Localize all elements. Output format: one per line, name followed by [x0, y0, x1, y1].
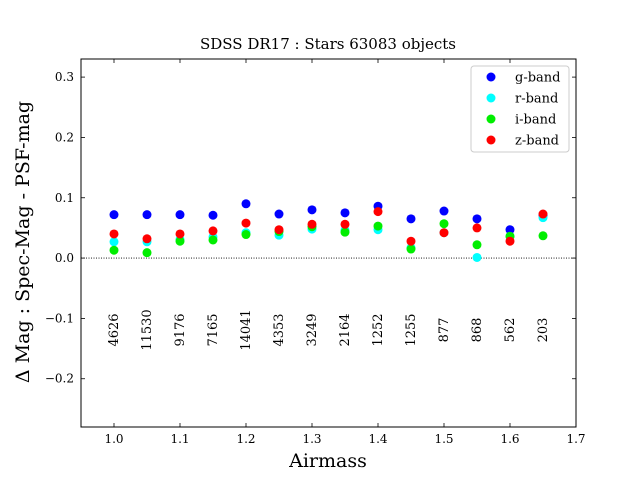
g-band-point	[340, 208, 350, 218]
z-band-point	[505, 236, 515, 246]
axes-frame	[80, 58, 577, 428]
y-tick-label: −0.2	[45, 372, 74, 386]
legend: g-band r-band i-band z-band	[470, 65, 570, 153]
z-band-point	[241, 218, 251, 228]
z-band-point	[406, 236, 416, 246]
x-tick-label: 1.5	[434, 432, 453, 446]
chart-title: SDSS DR17 : Stars 63083 objects	[200, 35, 456, 53]
x-tick-label: 1.2	[236, 432, 255, 446]
i-band-point	[472, 240, 482, 250]
z-band-point	[472, 223, 482, 233]
y-tick-label: 0.2	[55, 130, 74, 144]
legend-marker	[486, 93, 496, 103]
z-band-point	[307, 219, 317, 229]
count-label: 4626	[107, 313, 122, 346]
g-band-point	[439, 206, 449, 216]
count-label: 877	[437, 318, 452, 343]
count-label: 1255	[404, 313, 419, 346]
x-tick-label: 1.3	[302, 432, 321, 446]
x-tick-label: 1.4	[368, 432, 387, 446]
z-band-point	[340, 219, 350, 229]
i-band-point	[208, 235, 218, 245]
g-band-point	[505, 225, 515, 235]
count-label: 562	[503, 318, 518, 343]
i-band-point	[406, 244, 416, 254]
z-band-point	[439, 228, 449, 238]
g-band-point	[109, 210, 119, 220]
g-band-point	[241, 199, 251, 209]
x-tick-label: 1.7	[566, 432, 585, 446]
i-band-point	[142, 248, 152, 258]
g-band-point	[175, 210, 185, 220]
count-label: 3249	[305, 313, 320, 346]
i-band-point	[241, 230, 251, 240]
i-band-point	[439, 219, 449, 229]
z-band-point	[109, 229, 119, 239]
r-band-point	[109, 237, 119, 247]
x-tick-label: 1.6	[500, 432, 519, 446]
i-band-point	[175, 236, 185, 246]
y-axis-label: Δ Mag : Spec-Mag - PSF-mag	[12, 101, 34, 383]
count-label: 14041	[239, 309, 254, 350]
i-band-point	[373, 221, 383, 231]
count-label: 11530	[140, 309, 155, 350]
g-band-point	[406, 214, 416, 224]
z-band-point	[208, 226, 218, 236]
count-label: 1252	[371, 313, 386, 346]
r-band-point	[472, 252, 482, 262]
y-tick-label: 0.3	[55, 70, 74, 84]
y-tick-label: −0.1	[45, 311, 74, 325]
legend-box	[470, 65, 570, 153]
g-band-point	[208, 210, 218, 220]
z-band-point	[538, 209, 548, 219]
legend-marker	[486, 72, 496, 82]
x-axis-label: Airmass	[288, 450, 367, 472]
legend-label: g-band	[515, 71, 560, 86]
i-band-point	[340, 227, 350, 237]
g-band-point	[307, 205, 317, 215]
y-tick-label: 0.0	[55, 251, 74, 265]
x-tick-label: 1.1	[170, 432, 189, 446]
count-label: 868	[470, 318, 485, 343]
plot-area: 1.0 1.1 1.2 1.3 1.4 1.5 1.6 1.7 −0.2 −0.1 0.0 0.1 0.…	[45, 58, 586, 446]
legend-marker	[486, 114, 496, 124]
x-tick-label: 1.0	[104, 432, 123, 446]
count-label: 4353	[272, 313, 287, 346]
g-band-point	[142, 210, 152, 220]
legend-label: z-band	[515, 134, 559, 149]
count-label: 2164	[338, 313, 353, 346]
z-band-point	[274, 225, 284, 235]
legend-label: i-band	[515, 113, 556, 128]
count-label: 203	[536, 318, 551, 343]
z-band-point	[142, 234, 152, 244]
legend-label: r-band	[515, 92, 558, 107]
g-band-point	[274, 209, 284, 219]
y-tick-label: 0.1	[55, 191, 74, 205]
count-label: 9176	[173, 313, 188, 346]
z-band-point	[373, 207, 383, 217]
i-band-point	[109, 245, 119, 255]
legend-marker	[486, 135, 496, 145]
i-band-point	[538, 231, 548, 241]
g-band-point	[472, 214, 482, 224]
z-band-point	[175, 229, 185, 239]
count-label: 7165	[206, 313, 221, 346]
